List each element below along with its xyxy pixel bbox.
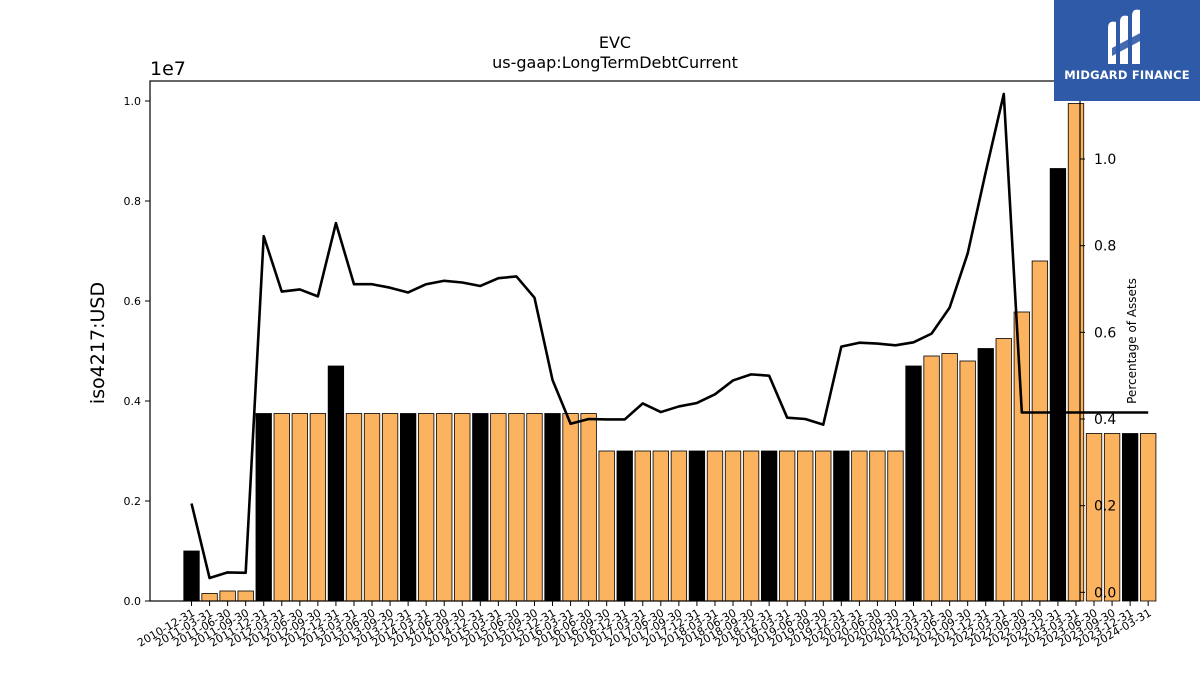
bar [345, 413, 363, 602]
bar [923, 355, 940, 602]
bar [598, 450, 615, 602]
bar [1140, 433, 1157, 602]
bar [1067, 103, 1085, 602]
bar [688, 450, 706, 602]
bar [183, 550, 200, 602]
bar [1049, 168, 1067, 602]
bar [309, 413, 327, 602]
bar [670, 450, 688, 602]
y-tick-label: 0.2 [124, 495, 142, 508]
bar [1085, 433, 1103, 602]
plot-frame [149, 80, 1081, 602]
bar [815, 450, 832, 602]
bar [905, 365, 922, 602]
bar [363, 413, 381, 602]
y2-axis: 0.0 0.2 0.4 0.6 0.8 1.0 [1080, 152, 1116, 601]
bar [399, 413, 417, 602]
y-offset-text: 1e7 [150, 58, 186, 80]
y-tick-label: 0.4 [124, 395, 142, 408]
bar [219, 590, 236, 602]
bar [833, 450, 850, 602]
bar [797, 450, 814, 602]
y2-tick-label: 0.4 [1094, 412, 1116, 428]
bar [1121, 433, 1139, 602]
bar [742, 450, 760, 602]
bar [526, 413, 543, 602]
bar [706, 450, 724, 602]
bar [959, 360, 976, 602]
y-tick-label: 0.6 [124, 295, 142, 308]
logo: MIDGARD FINANCE [1054, 0, 1200, 101]
bar [273, 413, 290, 602]
bar [201, 593, 218, 602]
y-tick-label: 0.8 [124, 195, 142, 208]
y2-tick-label: 0.0 [1094, 585, 1116, 601]
bar [1031, 260, 1049, 602]
bar [454, 413, 471, 602]
midgard-logo-icon [1108, 9, 1146, 65]
bar [941, 353, 958, 602]
y2-tick-label: 0.2 [1094, 499, 1116, 515]
bar [851, 450, 868, 602]
y-axis: 0.0 0.2 0.4 0.6 0.8 1.0 [124, 95, 150, 608]
bar [887, 450, 904, 602]
percentage-line [190, 92, 1149, 580]
bar [490, 413, 507, 602]
bar [760, 450, 778, 602]
bar [237, 590, 254, 602]
bar [652, 450, 669, 602]
logo-text: MIDGARD FINANCE [1064, 68, 1190, 82]
bar [1103, 433, 1121, 602]
bar [634, 450, 651, 602]
bar [1013, 311, 1030, 602]
chart-title: EVC [599, 33, 631, 52]
bar [779, 450, 796, 602]
bar [562, 413, 579, 602]
y2-tick-label: 0.6 [1094, 325, 1116, 341]
bar [544, 413, 561, 602]
bar [724, 450, 742, 602]
bar [869, 450, 886, 602]
bar [995, 338, 1012, 602]
y-tick-label: 0.0 [124, 595, 142, 608]
chart-subtitle: us-gaap:LongTermDebtCurrent [492, 53, 738, 72]
bar [977, 348, 994, 602]
bar [472, 413, 489, 602]
y-axis-label: iso4217:USD [87, 282, 109, 404]
bar [580, 413, 597, 602]
y2-tick-label: 1.0 [1094, 152, 1116, 168]
bar [418, 413, 435, 602]
bar-series [183, 103, 1157, 602]
bar [327, 365, 345, 602]
bar [381, 413, 399, 602]
bar [291, 413, 308, 602]
y2-axis-label: Percentage of Assets [1125, 278, 1139, 404]
line-series [190, 92, 1149, 580]
bar [255, 413, 272, 602]
x-axis: 2010-12-312011-03-312011-06-302011-09-30… [135, 601, 1154, 650]
bar [436, 413, 453, 602]
bar [616, 450, 633, 602]
bar [508, 413, 525, 602]
y-tick-label: 1.0 [124, 95, 142, 108]
y2-tick-label: 0.8 [1094, 239, 1116, 255]
